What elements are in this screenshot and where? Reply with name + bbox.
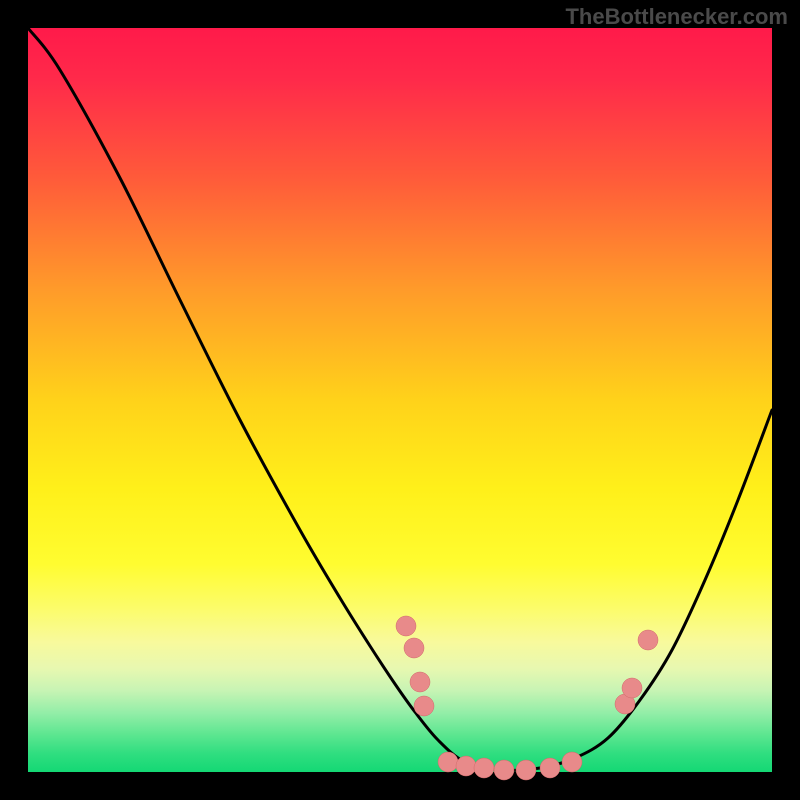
bottleneck-chart xyxy=(0,0,800,800)
data-marker xyxy=(404,638,424,658)
data-marker xyxy=(456,756,476,776)
data-marker xyxy=(622,678,642,698)
data-marker xyxy=(410,672,430,692)
data-marker xyxy=(414,696,434,716)
data-marker xyxy=(540,758,560,778)
data-marker xyxy=(638,630,658,650)
plot-area-gradient xyxy=(28,28,772,772)
data-marker xyxy=(494,760,514,780)
data-marker xyxy=(396,616,416,636)
data-marker xyxy=(438,752,458,772)
watermark-text: TheBottlenecker.com xyxy=(565,4,788,30)
data-marker xyxy=(516,760,536,780)
data-marker xyxy=(474,758,494,778)
data-marker xyxy=(562,752,582,772)
